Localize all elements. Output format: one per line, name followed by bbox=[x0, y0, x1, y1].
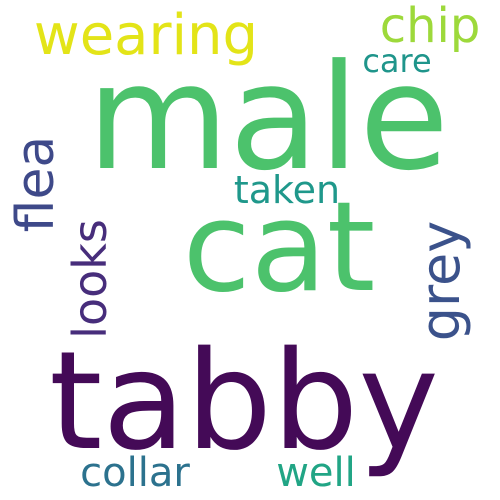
word-care: care bbox=[362, 42, 432, 80]
word-tabby: tabby bbox=[49, 323, 439, 481]
word-looks: looks bbox=[63, 219, 117, 339]
word-cat: cat bbox=[182, 176, 376, 320]
word-wearing: wearing bbox=[33, 3, 259, 68]
word-flea: flea bbox=[6, 135, 66, 233]
word-well: well bbox=[276, 450, 356, 496]
word-collar: collar bbox=[80, 450, 190, 496]
word-taken: taken bbox=[233, 168, 341, 212]
word-male: male bbox=[86, 33, 450, 203]
word-grey: grey bbox=[409, 220, 472, 342]
word-chip: chip bbox=[379, 0, 481, 54]
